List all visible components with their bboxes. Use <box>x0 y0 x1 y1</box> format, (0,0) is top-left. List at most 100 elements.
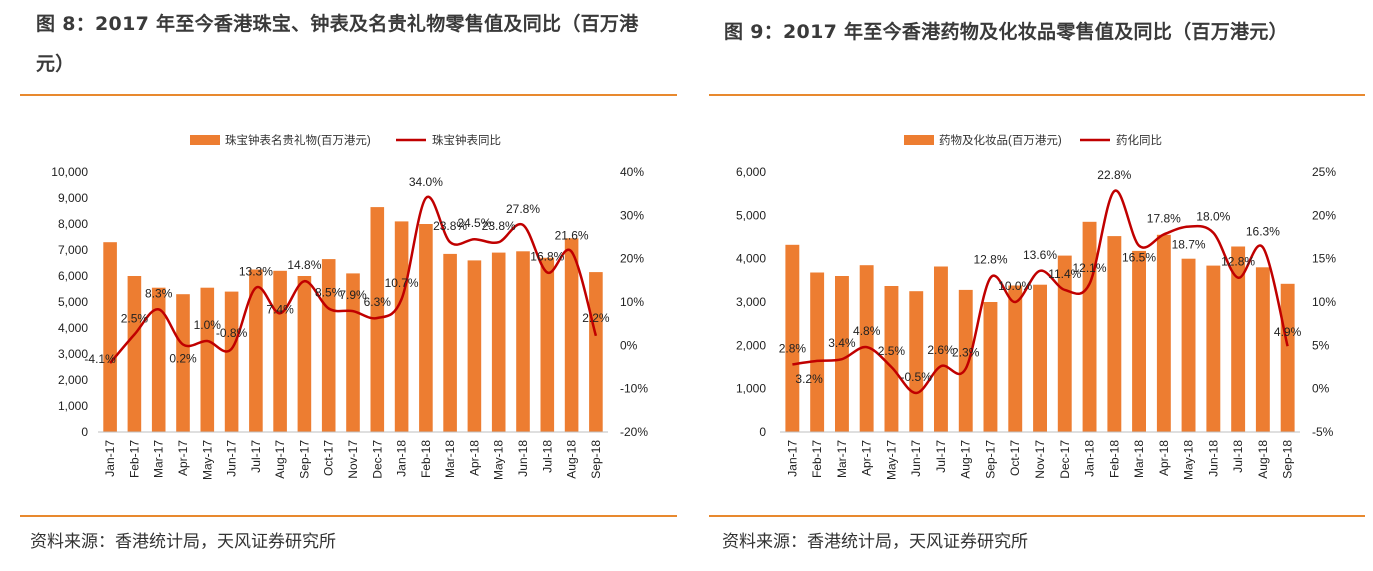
figure-8-panel: 图 8：2017 年至今香港珠宝、钟表及名贵礼物零售值及同比（百万港元） 珠宝钟… <box>0 0 686 571</box>
left-axis-tick-label: 3,000 <box>58 347 88 361</box>
figure-8-bottom-rule <box>20 515 677 517</box>
chart-legend: 珠宝钟表名贵礼物(百万港元) 珠宝钟表同比 <box>190 133 501 147</box>
data-label: 34.0% <box>409 175 443 189</box>
data-label: 22.8% <box>1097 168 1131 182</box>
data-label: 10.0% <box>998 279 1032 293</box>
bar <box>1057 255 1072 432</box>
x-axis-tick-label: Mar-18 <box>443 440 457 478</box>
data-label: 12.8% <box>973 253 1007 267</box>
left-axis-tick-label: 5,000 <box>736 208 766 222</box>
data-label: 17.8% <box>1147 211 1181 225</box>
x-axis-tick-label: Mar-18 <box>1132 440 1146 478</box>
bar <box>1181 258 1196 432</box>
left-axis-tick-label: 9,000 <box>58 191 88 205</box>
bar <box>321 259 336 432</box>
legend-bar-label: 药物及化妆品(百万港元) <box>939 133 1062 147</box>
x-axis-tick-label: Apr-18 <box>467 440 481 476</box>
figure-9-top-rule <box>709 94 1365 96</box>
legend-bar-swatch <box>904 135 934 145</box>
x-axis-tick-label: Sep-17 <box>297 440 311 479</box>
yoy-line <box>792 189 1289 395</box>
data-label: 2.8% <box>779 341 807 355</box>
data-label: 2.6% <box>927 343 955 357</box>
bar <box>394 221 409 432</box>
x-axis-tick-label: Sep-18 <box>589 440 603 479</box>
bar <box>297 276 312 432</box>
x-axis-tick-label: Jul-17 <box>934 440 948 473</box>
x-axis-tick-label: Feb-18 <box>419 440 433 478</box>
right-axis-tick-label: -10% <box>620 382 648 396</box>
data-label: 8.5% <box>315 286 343 300</box>
bar <box>540 257 555 432</box>
left-axis-tick-label: 6,000 <box>736 165 766 179</box>
right-axis-tick-label: 20% <box>620 252 644 266</box>
x-axis-tick-label: Apr-17 <box>176 440 190 476</box>
legend-bar-label: 珠宝钟表名贵礼物(百万港元) <box>225 133 371 147</box>
left-axis-tick-label: 10,000 <box>51 165 88 179</box>
bar <box>884 286 899 432</box>
right-axis-tick-label: 40% <box>620 165 644 179</box>
bar <box>200 287 215 432</box>
bar <box>176 294 190 432</box>
data-label: 2.2% <box>582 311 610 325</box>
bar <box>1255 267 1270 432</box>
data-label: 16.3% <box>1246 224 1280 238</box>
data-label: 27.8% <box>506 202 540 216</box>
right-axis-tick-label: 30% <box>620 208 644 222</box>
x-axis-tick-label: Jan-17 <box>103 440 117 477</box>
left-axis-tick-label: 7,000 <box>58 243 88 257</box>
data-label: 11.4% <box>1048 267 1081 281</box>
data-label: 18.0% <box>1196 210 1230 224</box>
bar <box>934 266 948 432</box>
x-axis-tick-label: Feb-17 <box>127 440 141 478</box>
bar <box>1231 246 1246 432</box>
data-label: -4.1% <box>84 352 116 366</box>
bar <box>1008 285 1023 432</box>
data-label: 7.4% <box>266 302 294 316</box>
bar <box>1206 265 1221 432</box>
bar <box>467 260 482 432</box>
x-axis-tick-label: Apr-17 <box>860 440 874 476</box>
x-axis-tick-label: Mar-17 <box>835 440 849 478</box>
left-axis-tick-label: 4,000 <box>736 252 766 266</box>
bar <box>419 224 433 432</box>
right-axis-tick-label: 0% <box>620 338 638 352</box>
x-axis-tick-label: Mar-17 <box>152 440 166 478</box>
data-label: 16.8% <box>530 250 564 264</box>
x-axis-tick-label: Jun-18 <box>516 440 530 477</box>
figure-9-panel: 图 9：2017 年至今香港药物及化妆品零售值及同比（百万港元） 药物及化妆品(… <box>686 0 1373 571</box>
bar <box>1082 221 1097 432</box>
bar <box>810 272 825 432</box>
figure-8-chart: 珠宝钟表名贵礼物(百万港元) 珠宝钟表同比 0 1,000 2,000 3,000 4,00… <box>51 133 648 480</box>
right-axis-tick-label: 10% <box>1312 295 1336 309</box>
x-axis-tick-label: Oct-17 <box>1008 440 1022 476</box>
x-axis-tick-label: Nov-17 <box>346 440 360 479</box>
data-label: 18.7% <box>1172 238 1206 252</box>
x-axis-tick-label: Jan-18 <box>395 440 409 477</box>
bar <box>249 269 263 432</box>
left-axis-tick-label: 1,000 <box>58 399 88 413</box>
figure-9-title: 图 9：2017 年至今香港药物及化妆品零售值及同比（百万港元） <box>724 21 1288 43</box>
data-label: 14.8% <box>287 258 321 272</box>
x-axis-tick-label: Sep-17 <box>984 440 998 479</box>
x-axis-tick-label: Jul-17 <box>249 440 263 473</box>
data-label: -0.8% <box>216 326 248 340</box>
x-axis-tick-label: Dec-17 <box>1058 440 1072 479</box>
figure-8-source: 资料来源：香港统计局，天风证券研究所 <box>30 532 336 552</box>
chart-legend: 药物及化妆品(百万港元) 药化同比 <box>904 133 1162 147</box>
bar <box>1107 236 1122 432</box>
x-axis-tick-label: Feb-18 <box>1107 440 1121 478</box>
figure-8-title: 图 8：2017 年至今香港珠宝、钟表及名贵礼物零售值及同比（百万港元） <box>36 13 639 75</box>
left-axis-tick-label: 2,000 <box>736 338 766 352</box>
x-axis-tick-label: Jul-18 <box>1231 440 1245 473</box>
data-label: 6.3% <box>364 295 392 309</box>
bar <box>103 242 117 432</box>
x-axis-tick-label: May-17 <box>884 440 898 480</box>
data-label: 21.6% <box>555 229 589 243</box>
x-axis-tick-label: Sep-18 <box>1281 440 1295 479</box>
yoy-line <box>109 195 598 364</box>
x-axis-tick-label: Dec-17 <box>370 440 384 479</box>
data-label: 4.9% <box>1274 325 1302 339</box>
bar <box>370 207 385 432</box>
bar <box>785 244 800 432</box>
